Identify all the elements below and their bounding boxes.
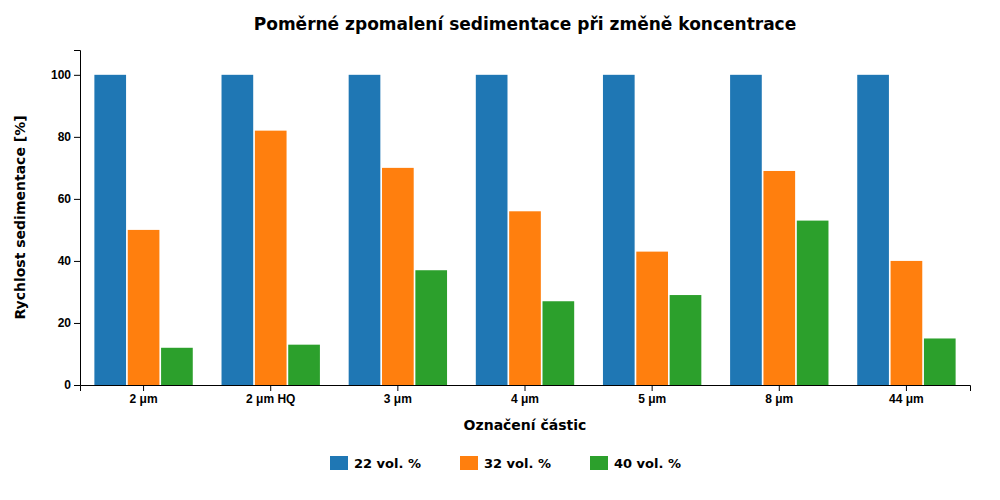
y-tick-label: 100 bbox=[51, 68, 71, 82]
bar bbox=[476, 75, 508, 385]
y-tick-mark bbox=[74, 385, 80, 386]
bar bbox=[349, 75, 381, 385]
x-axis-title: Označení částic bbox=[464, 417, 587, 433]
bar bbox=[222, 75, 254, 385]
legend-swatch bbox=[460, 456, 478, 470]
bar bbox=[797, 221, 829, 385]
legend: 22 vol. % 32 vol. % 40 vol. % bbox=[330, 456, 681, 471]
bar-series bbox=[94, 75, 889, 385]
bar bbox=[128, 230, 160, 385]
bar bbox=[288, 345, 320, 385]
y-tick: 20 bbox=[58, 316, 80, 330]
x-tick: 3 μm bbox=[384, 385, 412, 406]
bar bbox=[730, 75, 762, 385]
x-tick-mark bbox=[525, 385, 526, 391]
legend-label: 40 vol. % bbox=[614, 456, 681, 471]
legend-label: 32 vol. % bbox=[484, 456, 551, 471]
legend-swatch bbox=[590, 456, 608, 470]
y-axis-line bbox=[74, 51, 81, 386]
bar bbox=[891, 261, 923, 385]
x-tick-label: 3 μm bbox=[384, 392, 412, 406]
y-tick: 0 bbox=[64, 378, 80, 392]
x-axis: 2 μm 2 μm HQ 3 μm 4 μm 5 μm 8 μm 44 μm bbox=[81, 385, 971, 406]
y-tick: 80 bbox=[58, 130, 80, 144]
y-tick-label: 20 bbox=[58, 316, 72, 330]
bar bbox=[161, 348, 193, 385]
bar bbox=[857, 75, 889, 385]
bar bbox=[255, 131, 287, 385]
bar bbox=[382, 168, 414, 385]
y-tick-label: 60 bbox=[58, 192, 72, 206]
x-tick: 2 μm bbox=[130, 385, 158, 406]
x-tick-label: 44 μm bbox=[889, 392, 924, 406]
bar bbox=[763, 171, 795, 385]
plot: 2 μm 2 μm HQ 3 μm 4 μm 5 μm 8 μm 44 μm 0 20 40 60 8… bbox=[51, 51, 971, 406]
y-tick-mark bbox=[74, 261, 80, 262]
bar-series bbox=[161, 221, 956, 385]
legend-item: 32 vol. % bbox=[460, 456, 551, 471]
x-tick-mark bbox=[397, 385, 398, 391]
bar bbox=[636, 252, 668, 385]
y-tick-label: 0 bbox=[64, 378, 71, 392]
x-tick: 8 μm bbox=[765, 385, 793, 406]
title: Poměrné zpomalení sedimentace při změně … bbox=[254, 14, 796, 34]
x-tick-label: 2 μm bbox=[130, 392, 158, 406]
y-tick: 100 bbox=[51, 68, 80, 82]
x-tick-mark bbox=[906, 385, 907, 391]
legend-label: 22 vol. % bbox=[354, 456, 421, 471]
bar bbox=[94, 75, 126, 385]
x-tick-mark bbox=[143, 385, 144, 391]
x-tick-mark bbox=[779, 385, 780, 391]
bar bbox=[670, 295, 702, 385]
bar bbox=[415, 270, 447, 385]
x-tick-label: 5 μm bbox=[638, 392, 666, 406]
bar bbox=[603, 75, 635, 385]
y-tick-mark bbox=[74, 75, 80, 76]
x-tick: 5 μm bbox=[638, 385, 666, 406]
legend-swatch bbox=[330, 456, 348, 470]
bars bbox=[94, 75, 955, 385]
x-axis-line bbox=[81, 386, 971, 392]
y-tick-mark bbox=[74, 199, 80, 200]
x-tick-label: 8 μm bbox=[765, 392, 793, 406]
x-tick: 44 μm bbox=[889, 385, 924, 406]
bar-series bbox=[128, 131, 923, 385]
x-tick-mark bbox=[652, 385, 653, 391]
x-tick: 4 μm bbox=[511, 385, 539, 406]
bar bbox=[924, 338, 956, 385]
bar bbox=[543, 301, 575, 385]
y-tick-label: 80 bbox=[58, 130, 72, 144]
legend-item: 40 vol. % bbox=[590, 456, 681, 471]
x-tick-mark bbox=[270, 385, 271, 391]
legend-item: 22 vol. % bbox=[330, 456, 421, 471]
y-axis: 0 20 40 60 80 100 bbox=[51, 51, 81, 393]
y-tick-label: 40 bbox=[58, 254, 72, 268]
y-tick-mark bbox=[74, 137, 80, 138]
x-tick: 2 μm HQ bbox=[246, 385, 295, 406]
x-tick-label: 4 μm bbox=[511, 392, 539, 406]
y-tick-mark bbox=[74, 323, 80, 324]
y-axis-title: Rychlost sedimentace [%] bbox=[12, 115, 28, 319]
bar bbox=[509, 211, 541, 385]
y-tick: 60 bbox=[58, 192, 80, 206]
y-tick: 40 bbox=[58, 254, 80, 268]
chart: 2 μm 2 μm HQ 3 μm 4 μm 5 μm 8 μm 44 μm 0 20 40 60 8… bbox=[0, 0, 1000, 500]
x-tick-label: 2 μm HQ bbox=[246, 392, 295, 406]
